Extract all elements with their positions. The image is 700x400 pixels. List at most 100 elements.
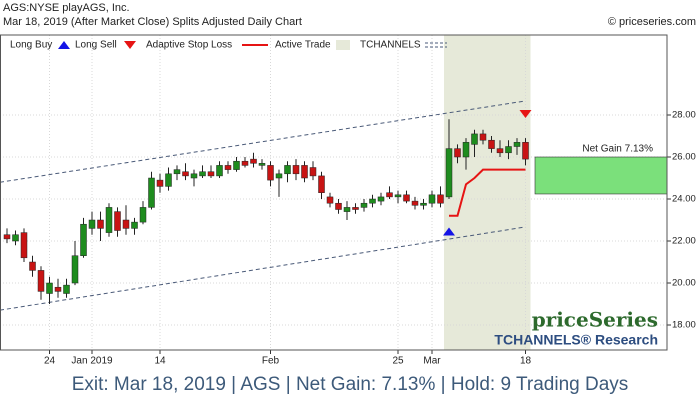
legend-icon — [58, 41, 70, 49]
x-tick-label: Jan 2019 — [71, 356, 113, 367]
candle-body — [445, 148, 453, 198]
candle-body — [488, 139, 495, 149]
candle-body — [63, 284, 70, 294]
candle-body — [131, 221, 138, 229]
candle-body — [46, 282, 53, 294]
candle-body — [71, 255, 79, 284]
candle-body — [471, 133, 478, 145]
candle-body — [420, 202, 427, 206]
x-tick-label: 14 — [154, 356, 166, 367]
candle-body — [360, 202, 368, 208]
channel-line — [0, 226, 526, 311]
candle-body — [352, 207, 359, 210]
channel-line — [0, 100, 526, 183]
candle-body — [12, 234, 19, 242]
candle-body — [292, 165, 300, 175]
long-buy-marker — [443, 227, 455, 236]
candle-body — [301, 165, 308, 179]
candle-body — [105, 207, 113, 233]
y-tick-label: 18.00 — [672, 320, 696, 331]
candle-body — [454, 148, 461, 158]
x-tick-label: Mar — [423, 356, 441, 367]
candle-body — [284, 165, 291, 175]
candle-body — [309, 167, 317, 177]
candle-body — [386, 192, 393, 198]
candle-body — [199, 171, 206, 177]
legend-icon — [336, 40, 350, 50]
candle-body — [335, 202, 342, 210]
candle-body — [437, 194, 444, 204]
candle-body — [29, 261, 36, 271]
y-tick-label: 20.00 — [672, 278, 696, 289]
candle-body — [190, 173, 198, 179]
legend-label: TCHANNELS — [360, 40, 421, 51]
candle-body — [496, 148, 504, 154]
candle-body — [522, 142, 529, 160]
candle-body — [224, 165, 232, 170]
candle-body — [513, 142, 521, 147]
candle-body — [343, 207, 351, 212]
candle-body — [37, 270, 45, 292]
legend-label: Adaptive Stop Loss — [146, 40, 232, 51]
candle-body — [97, 219, 104, 229]
candle-body — [377, 196, 385, 202]
footer: Exit: Mar 18, 2019 | AGS | Net Gain: 7.1… — [72, 374, 629, 395]
candle-body — [505, 146, 512, 154]
candle-body — [3, 234, 11, 240]
legend-label: Long Sell — [75, 40, 117, 51]
candle-body — [88, 219, 96, 229]
candle-body — [20, 232, 28, 259]
candle-body — [369, 198, 376, 204]
candle-body — [114, 211, 121, 231]
legend-label: Long Buy — [10, 40, 52, 51]
x-tick-label: 25 — [392, 356, 404, 367]
plot-frame — [0, 34, 668, 351]
candle-body — [403, 194, 410, 202]
y-tick-label: 24.00 — [672, 194, 696, 205]
candle-body — [275, 173, 283, 179]
candle-body — [216, 165, 223, 177]
candle-body — [207, 171, 215, 177]
candle-body — [54, 286, 62, 292]
candle-body — [267, 165, 274, 181]
candle-body — [233, 160, 240, 170]
legend-icon — [124, 41, 136, 49]
chart-subtitle: Mar 18, 2019 (After Market Close) Splits… — [3, 16, 302, 28]
x-tick-label: 18 — [520, 356, 532, 367]
y-tick-label: 26.00 — [672, 152, 696, 163]
candle-body — [318, 175, 325, 193]
y-tick-label: 22.00 — [672, 236, 696, 247]
candle-body — [80, 223, 87, 256]
x-tick-label: Feb — [262, 356, 280, 367]
candle-body — [182, 171, 189, 177]
candle-body — [428, 194, 436, 204]
x-tick-label: 24 — [44, 356, 56, 367]
net-gain-label: Net Gain 7.13% — [582, 144, 653, 155]
candle-body — [139, 207, 147, 223]
candle-body — [148, 177, 155, 208]
candle-body — [250, 158, 257, 164]
candle-body — [394, 194, 402, 198]
candle-body — [462, 142, 470, 158]
candle-body — [173, 169, 181, 175]
candle-body — [165, 173, 172, 187]
watermark: priceSeries — [532, 308, 658, 332]
active-trade-region — [444, 35, 531, 350]
candle-body — [479, 133, 487, 141]
legend-label: Active Trade — [275, 40, 331, 51]
candle-body — [326, 196, 334, 204]
net-gain-box — [534, 156, 668, 195]
candle-body — [122, 219, 130, 229]
candle-body — [258, 163, 266, 166]
source: © priceseries.com — [608, 16, 696, 28]
candle-body — [156, 179, 164, 187]
watermark-sub: TCHANNELS® Research — [494, 332, 658, 348]
chart-title: AGS:NYSE playAGS, Inc. — [3, 2, 130, 14]
candle-body — [411, 200, 419, 206]
long-sell-marker — [519, 109, 532, 118]
stop-loss-line — [449, 168, 526, 217]
y-tick-label: 28.00 — [672, 110, 696, 121]
candle-body — [241, 160, 249, 166]
